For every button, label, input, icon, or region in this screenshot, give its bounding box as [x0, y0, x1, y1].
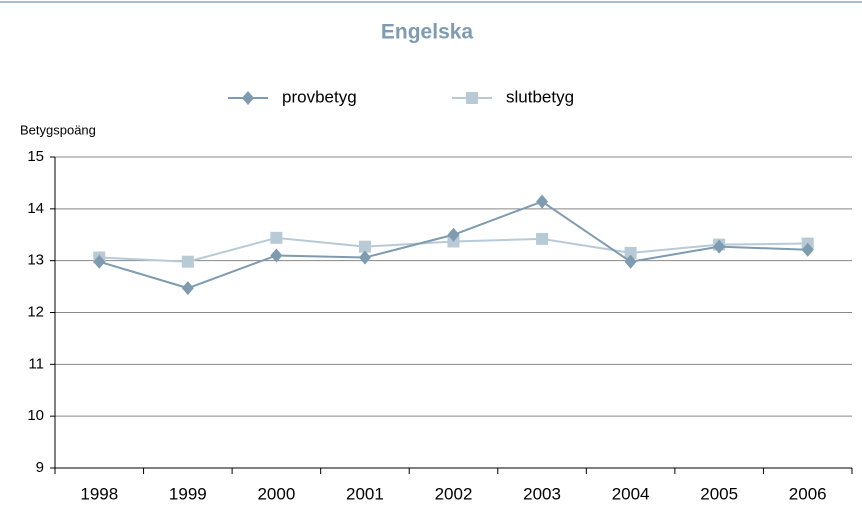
y-tick-label: 13	[27, 252, 44, 269]
chart-title: Engelska	[381, 21, 474, 44]
y-tick-label: 14	[27, 200, 44, 217]
y-tick-label: 10	[27, 407, 44, 424]
marker	[181, 281, 194, 296]
marker	[181, 255, 194, 268]
marker	[801, 242, 814, 257]
marker	[93, 254, 106, 269]
legend-marker	[466, 92, 478, 104]
legend-label: provbetyg	[282, 87, 357, 106]
x-tick-label: 2006	[789, 484, 827, 503]
marker	[358, 240, 371, 253]
marker	[536, 194, 549, 209]
marker	[624, 254, 637, 269]
x-tick-label: 1999	[169, 484, 207, 503]
x-tick-label: 2002	[435, 484, 473, 503]
x-tick-label: 2000	[257, 484, 295, 503]
x-tick-label: 1998	[80, 484, 118, 503]
legend-marker	[242, 91, 254, 105]
y-tick-label: 9	[36, 459, 44, 476]
marker	[624, 246, 637, 259]
y-tick-label: 15	[27, 148, 44, 165]
y-axis-label: Betygspoäng	[20, 122, 96, 137]
x-tick-label: 2001	[346, 484, 384, 503]
marker	[447, 227, 460, 242]
y-tick-label: 11	[28, 355, 44, 372]
x-tick-label: 2004	[612, 484, 650, 503]
legend-label: slutbetyg	[506, 87, 574, 106]
x-tick-label: 2005	[700, 484, 738, 503]
marker	[358, 250, 371, 265]
marker	[270, 248, 283, 263]
marker	[536, 232, 549, 245]
x-tick-label: 2003	[523, 484, 561, 503]
marker	[270, 231, 283, 244]
marker	[713, 239, 726, 254]
y-tick-label: 12	[27, 303, 44, 320]
